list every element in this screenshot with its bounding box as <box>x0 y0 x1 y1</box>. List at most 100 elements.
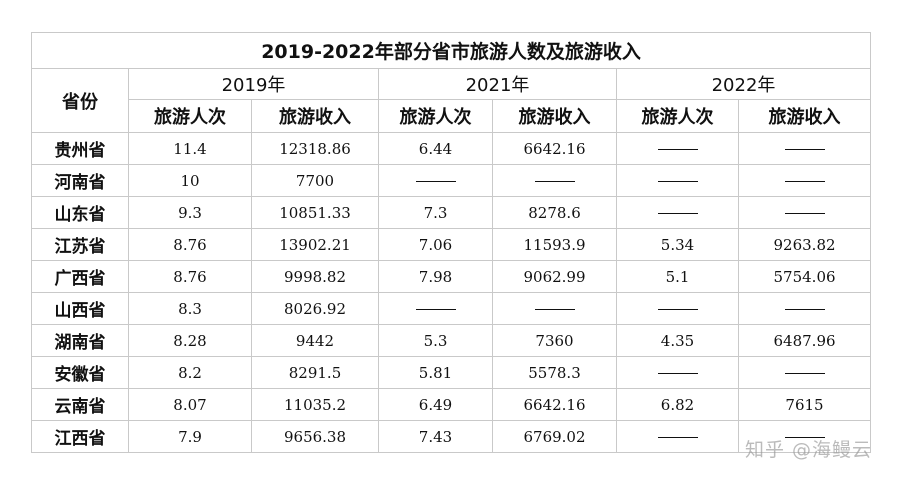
value-cell <box>616 420 739 453</box>
value-cell: 6769.02 <box>492 420 617 453</box>
value-cell: 6642.16 <box>492 132 617 165</box>
value-cell <box>737 292 872 325</box>
sub-header-revenue: 旅游收入 <box>251 99 379 133</box>
value-cell <box>616 292 739 325</box>
table-row: 安徽省 8.2 8291.5 5.81 5578.3 <box>31 356 872 389</box>
value-cell: 10851.33 <box>251 196 379 229</box>
province-cell: 山西省 <box>31 292 129 325</box>
dash-mark <box>784 149 825 150</box>
value-cell: 8.3 <box>128 292 252 325</box>
value-cell: 9998.82 <box>251 260 379 293</box>
value-cell: 8278.6 <box>492 196 617 229</box>
table-row: 江西省 7.9 9656.38 7.43 6769.02 <box>31 420 872 453</box>
value-cell <box>492 164 617 197</box>
dash-mark <box>657 437 698 438</box>
province-cell: 湖南省 <box>31 324 129 357</box>
value-cell <box>616 164 739 197</box>
value-cell <box>378 164 493 197</box>
value-cell: 5754.06 <box>737 260 872 293</box>
value-cell: 7.43 <box>378 420 493 453</box>
table-row: 山东省 9.3 10851.33 7.3 8278.6 <box>31 196 872 229</box>
value-cell: 9062.99 <box>492 260 617 293</box>
dash-mark <box>784 437 825 438</box>
table-row: 广西省 8.76 9998.82 7.98 9062.99 5.1 5754.06 <box>31 260 872 293</box>
sub-header-revenue: 旅游收入 <box>492 99 617 133</box>
value-cell: 7615 <box>737 388 872 421</box>
value-cell <box>737 420 872 453</box>
value-cell: 10 <box>128 164 252 197</box>
value-cell <box>616 196 739 229</box>
value-cell: 8.07 <box>128 388 252 421</box>
table-row: 山西省 8.3 8026.92 <box>31 292 872 325</box>
province-header: 省份 <box>31 68 129 133</box>
value-cell: 8.28 <box>128 324 252 357</box>
dash-mark <box>784 181 825 182</box>
value-cell: 8.76 <box>128 228 252 261</box>
dash-mark <box>784 213 825 214</box>
value-cell: 7.3 <box>378 196 493 229</box>
value-cell: 6.82 <box>616 388 739 421</box>
value-cell: 4.35 <box>616 324 739 357</box>
province-cell: 山东省 <box>31 196 129 229</box>
value-cell: 9.3 <box>128 196 252 229</box>
province-cell: 江西省 <box>31 420 129 453</box>
value-cell: 8.2 <box>128 356 252 389</box>
value-cell: 7.98 <box>378 260 493 293</box>
table-row: 河南省 10 7700 <box>31 164 872 197</box>
dash-mark <box>534 181 575 182</box>
dash-mark <box>657 373 698 374</box>
value-cell: 6.44 <box>378 132 493 165</box>
value-cell: 5.1 <box>616 260 739 293</box>
province-cell: 安徽省 <box>31 356 129 389</box>
value-cell: 11593.9 <box>492 228 617 261</box>
table-row: 云南省 8.07 11035.2 6.49 6642.16 6.82 7615 <box>31 388 872 421</box>
sub-header-revenue: 旅游收入 <box>737 99 872 133</box>
value-cell: 7.06 <box>378 228 493 261</box>
value-cell <box>616 132 739 165</box>
value-cell: 11.4 <box>128 132 252 165</box>
value-cell: 9656.38 <box>251 420 379 453</box>
table-body: 贵州省 11.4 12318.86 6.44 6642.16 河南省 10 7700 山东省 9.… <box>31 132 872 453</box>
value-cell: 12318.86 <box>251 132 379 165</box>
sub-header-visitors: 旅游人次 <box>616 99 739 133</box>
value-cell: 11035.2 <box>251 388 379 421</box>
value-cell: 5.3 <box>378 324 493 357</box>
value-cell <box>378 292 493 325</box>
dash-mark <box>415 181 456 182</box>
value-cell: 9442 <box>251 324 379 357</box>
value-cell: 5578.3 <box>492 356 617 389</box>
year-header-2021: 2021年 <box>378 68 617 100</box>
table-container: 2019-2022年部分省市旅游人数及旅游收入 省份 2019年 2021年 2… <box>30 32 872 453</box>
value-cell <box>737 196 872 229</box>
value-cell: 8291.5 <box>251 356 379 389</box>
sub-header-visitors: 旅游人次 <box>378 99 493 133</box>
value-cell: 8026.92 <box>251 292 379 325</box>
tourism-table: 2019-2022年部分省市旅游人数及旅游收入 省份 2019年 2021年 2… <box>30 32 872 453</box>
table-title: 2019-2022年部分省市旅游人数及旅游收入 <box>30 32 872 69</box>
value-cell: 7360 <box>492 324 617 357</box>
dash-mark <box>534 309 575 310</box>
year-header-2022: 2022年 <box>615 68 872 100</box>
province-cell: 江苏省 <box>31 228 129 261</box>
value-cell: 8.76 <box>128 260 252 293</box>
table-row: 贵州省 11.4 12318.86 6.44 6642.16 <box>31 132 872 165</box>
value-cell: 5.81 <box>378 356 493 389</box>
value-cell <box>737 132 872 165</box>
province-cell: 广西省 <box>31 260 129 293</box>
dash-mark <box>657 149 698 150</box>
sub-header-visitors: 旅游人次 <box>128 99 252 133</box>
value-cell <box>737 164 872 197</box>
value-cell <box>737 356 872 389</box>
table-row: 湖南省 8.28 9442 5.3 7360 4.35 6487.96 <box>31 324 872 357</box>
province-cell: 河南省 <box>31 164 129 197</box>
dash-mark <box>415 309 456 310</box>
value-cell: 7.9 <box>128 420 252 453</box>
dash-mark <box>657 181 698 182</box>
year-header-2019: 2019年 <box>128 68 379 100</box>
table-row: 江苏省 8.76 13902.21 7.06 11593.9 5.34 9263.82 <box>31 228 872 261</box>
value-cell <box>492 292 617 325</box>
value-cell: 5.34 <box>616 228 739 261</box>
dash-mark <box>784 309 825 310</box>
value-cell: 9263.82 <box>737 228 872 261</box>
province-cell: 云南省 <box>31 388 129 421</box>
